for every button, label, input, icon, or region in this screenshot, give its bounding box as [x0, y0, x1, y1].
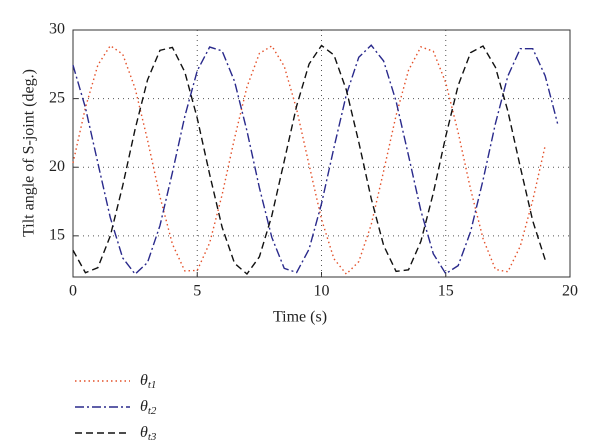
legend-label: θt1: [140, 372, 156, 391]
legend-subscript: t3: [148, 431, 157, 442]
y-tick-label: 25: [49, 89, 65, 106]
plot-frame: [72, 29, 571, 278]
legend-symbol: θ: [140, 398, 148, 415]
legend-label: θt2: [140, 398, 157, 417]
x-tick-label: 15: [438, 283, 454, 300]
legend-label: θt3: [140, 424, 157, 442]
legend-symbol: θ: [140, 424, 148, 441]
series-line: [72, 44, 546, 276]
x-tick-label: 20: [562, 283, 578, 300]
legend-subscript: t2: [148, 405, 157, 417]
y-tick-label: 15: [49, 227, 65, 244]
y-tick-label: 20: [49, 158, 65, 175]
legend-symbol: θ: [140, 372, 148, 389]
series-line: [72, 44, 546, 276]
series-line: [72, 44, 559, 276]
y-axis-label: Tilt angle of S-joint (deg.): [21, 69, 38, 237]
x-axis-label: Time (s): [273, 309, 327, 326]
x-tick-label: 0: [69, 283, 77, 300]
legend-subscript: t1: [148, 379, 157, 391]
x-tick-label: 5: [193, 283, 201, 300]
x-tick-label: 10: [314, 283, 330, 300]
y-tick-label: 30: [49, 21, 65, 38]
